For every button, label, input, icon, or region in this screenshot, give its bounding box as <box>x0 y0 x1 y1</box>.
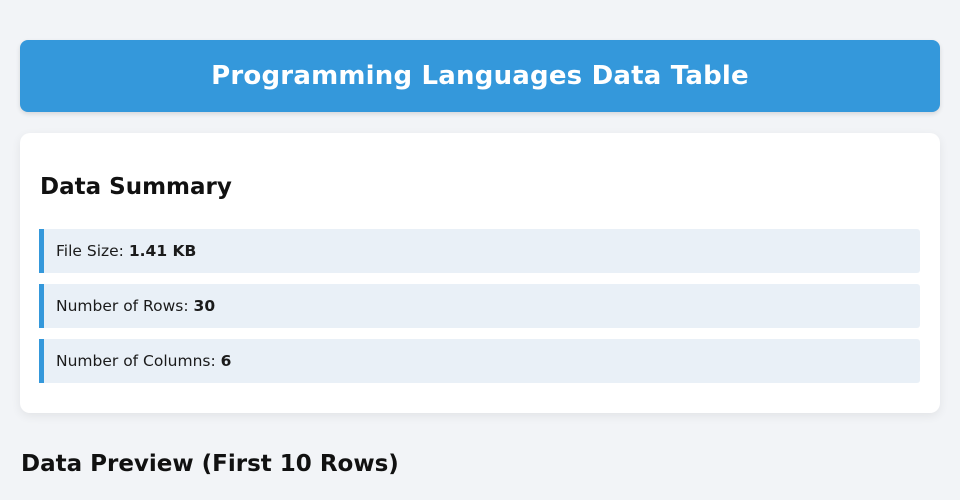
row-count-label: Number of Rows: <box>56 297 189 315</box>
page: Programming Languages Data Table Data Su… <box>20 40 940 477</box>
file-size-value: 1.41 KB <box>128 242 197 260</box>
data-summary-card: Data Summary File Size: 1.41 KB Number o… <box>20 133 940 413</box>
row-count-value: 30 <box>193 297 216 315</box>
column-count-value: 6 <box>220 352 232 370</box>
data-preview-heading: Data Preview (First 10 Rows) <box>21 451 399 477</box>
header-banner: Programming Languages Data Table <box>20 40 940 112</box>
page-title: Programming Languages Data Table <box>211 61 749 91</box>
column-count-row: Number of Columns: 6 <box>39 339 920 383</box>
row-count-row: Number of Rows: 30 <box>39 284 920 328</box>
file-size-row: File Size: 1.41 KB <box>39 229 920 273</box>
file-size-label: File Size: <box>56 242 124 260</box>
column-count-label: Number of Columns: <box>56 352 216 370</box>
data-summary-heading: Data Summary <box>40 174 232 200</box>
